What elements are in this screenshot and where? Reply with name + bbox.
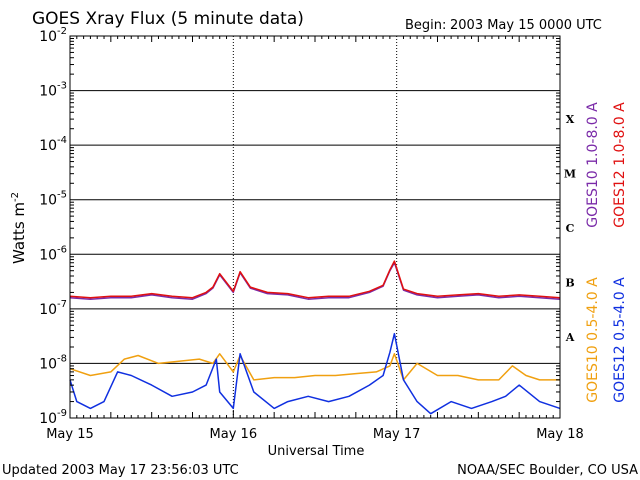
- flare-class-c: C: [566, 222, 575, 235]
- y-tick-base-0: 10: [39, 411, 57, 427]
- y-axis-label-exp: -2: [10, 192, 21, 202]
- flare-class-x: X: [566, 113, 575, 126]
- y-tick-label-6: 10-3: [39, 81, 67, 100]
- x-tick-label-1: May 16: [210, 427, 258, 442]
- y-tick-label-4: 10-5: [39, 190, 67, 209]
- y-tick-exp-5: -4: [57, 135, 67, 146]
- grid-layer: [70, 35, 560, 419]
- y-tick-exp-4: -5: [57, 190, 67, 201]
- y-tick-label-0: 10-9: [39, 408, 67, 427]
- series-line-1: [69, 260, 561, 299]
- legend-label-3: GOES12 0.5-4.0 A: [612, 277, 628, 403]
- flare-class-a: A: [565, 331, 575, 344]
- series-line-0: [69, 261, 561, 300]
- begin-label: Begin:: [405, 18, 446, 33]
- y-tick-exp-7: -2: [57, 26, 67, 37]
- y-tick-base-4: 10: [39, 193, 57, 209]
- y-tick-label-7: 10-2: [39, 26, 67, 45]
- credit-text: NOAA/SEC Boulder, CO USA: [457, 463, 638, 478]
- y-tick-base-7: 10: [39, 29, 57, 45]
- legend-item-2: GOES10 0.5-4.0 A: [585, 277, 601, 403]
- legend-label-0: GOES10 1.0-8.0 A: [585, 102, 601, 228]
- y-tick-base-3: 10: [39, 247, 57, 263]
- x-tick-label-0: May 15: [46, 427, 94, 442]
- begin-value: 2003 May 15 0000 UTC: [450, 18, 602, 33]
- svg-text:Watts m-2: Watts m-2: [10, 192, 28, 264]
- flare-class-m: M: [564, 167, 576, 180]
- series-line-3: [69, 332, 561, 415]
- y-tick-exp-3: -6: [57, 244, 67, 255]
- legend-item-0: GOES10 1.0-8.0 A: [585, 102, 601, 228]
- y-tick-exp-6: -3: [57, 81, 67, 92]
- legend-label-2: GOES10 0.5-4.0 A: [585, 277, 601, 403]
- y-tick-label-5: 10-4: [39, 135, 67, 154]
- x-tick-label-3: May 18: [536, 427, 584, 442]
- series-layer: [69, 260, 561, 415]
- chart-title: GOES Xray Flux (5 minute data): [32, 9, 304, 29]
- series-line-2: [69, 353, 560, 381]
- legend-item-3: GOES12 0.5-4.0 A: [612, 277, 628, 403]
- y-tick-label-1: 10-8: [39, 353, 67, 372]
- y-axis-label-base: Watts m: [10, 202, 28, 264]
- legend-item-1: GOES12 1.0-8.0 A: [612, 102, 628, 228]
- y-tick-exp-1: -8: [57, 353, 67, 364]
- y-tick-base-2: 10: [39, 302, 57, 318]
- y-tick-label-2: 10-7: [39, 299, 67, 318]
- legend-layer: GOES10 1.0-8.0 A GOES12 1.0-8.0 A GOES10 0…: [585, 102, 628, 403]
- updated-text: Updated 2003 May 17 23:56:03 UTC: [2, 463, 239, 478]
- x-tick-label-2: May 17: [373, 427, 421, 442]
- y-tick-base-1: 10: [39, 356, 57, 372]
- flare-class-b: B: [565, 277, 574, 290]
- y-tick-label-3: 10-6: [39, 244, 67, 263]
- y-tick-base-5: 10: [39, 138, 57, 154]
- y-tick-exp-2: -7: [57, 299, 67, 310]
- y-tick-base-6: 10: [39, 84, 57, 100]
- y-tick-exp-0: -9: [57, 408, 67, 419]
- y-axis-label: Watts m-2: [10, 192, 28, 264]
- legend-label-1: GOES12 1.0-8.0 A: [612, 102, 628, 228]
- x-axis-label: Universal Time: [268, 444, 365, 459]
